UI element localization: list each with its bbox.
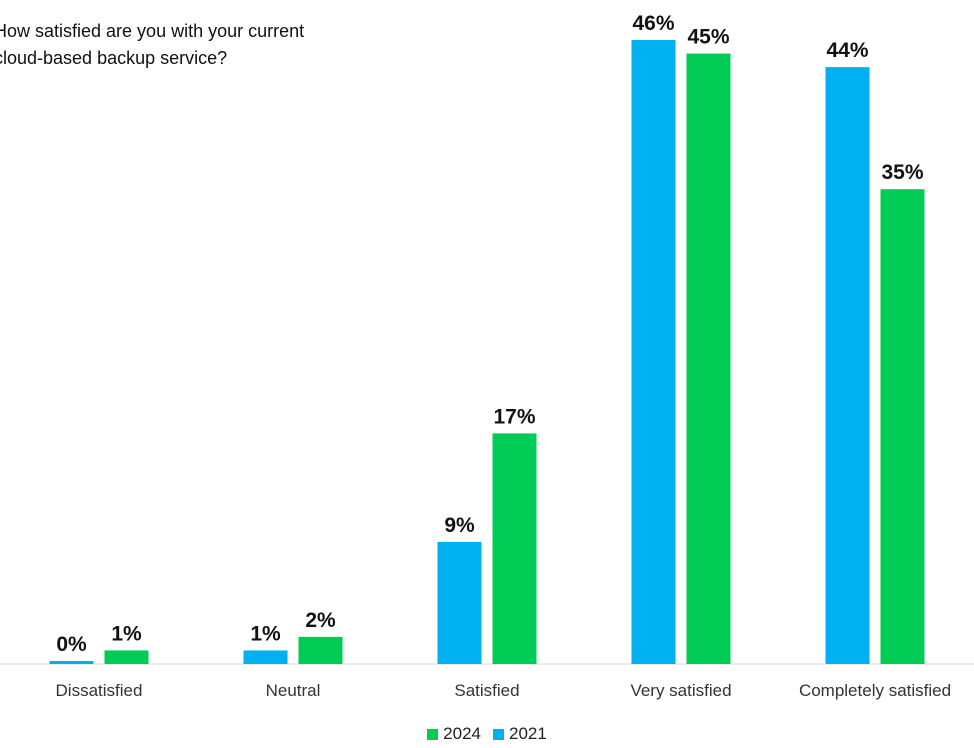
data-label-completely-satisfied-2021: 44%	[826, 39, 868, 62]
legend-item-2024: 2024	[427, 724, 481, 744]
x-tick-label-dissatisfied: Dissatisfied	[56, 681, 143, 700]
x-tick-label-satisfied: Satisfied	[454, 681, 519, 700]
bar-neutral-2021	[243, 650, 288, 664]
legend-item-2021: 2021	[493, 724, 547, 744]
bar-very-satisfied-2021	[631, 40, 676, 664]
data-label-satisfied-2024: 17%	[493, 405, 535, 428]
data-label-satisfied-2021: 9%	[444, 514, 475, 537]
data-label-neutral-2021: 1%	[250, 622, 281, 645]
legend-label-2021: 2021	[509, 724, 547, 743]
x-tick-label-very-satisfied: Very satisfied	[630, 681, 731, 700]
legend: 2024 2021	[0, 724, 974, 744]
bar-completely-satisfied-2024	[880, 189, 925, 664]
bar-satisfied-2021	[437, 541, 482, 664]
bar-dissatisfied-2021	[49, 661, 94, 664]
data-label-dissatisfied-2024: 1%	[111, 622, 142, 645]
data-label-very-satisfied-2021: 46%	[632, 12, 674, 35]
bar-chart: 0% 1% 1% 2% 9% 17% 46% 45% 44% 35% Dissatisfied Ne…	[0, 12, 974, 700]
legend-label-2024: 2024	[443, 724, 481, 743]
data-labels-layer: 0% 1% 1% 2% 9% 17% 46% 45% 44% 35%	[56, 12, 924, 656]
bar-neutral-2024	[298, 636, 343, 664]
x-tick-label-completely-satisfied: Completely satisfied	[799, 681, 951, 700]
chart-title: How satisfied are you with your current …	[0, 21, 305, 68]
bars-layer	[49, 40, 925, 665]
bar-satisfied-2024	[492, 433, 537, 664]
bar-very-satisfied-2024	[686, 53, 731, 665]
bar-completely-satisfied-2021	[825, 67, 870, 664]
x-tick-labels-layer: Dissatisfied Neutral Satisfied Very satisfi…	[56, 681, 952, 700]
bar-dissatisfied-2024	[104, 650, 149, 664]
legend-swatch-2021	[493, 728, 504, 740]
data-label-completely-satisfied-2024: 35%	[881, 161, 923, 184]
x-tick-label-neutral: Neutral	[266, 681, 321, 700]
legend-swatch-2024	[427, 728, 439, 740]
data-label-very-satisfied-2024: 45%	[687, 26, 729, 49]
data-label-neutral-2024: 2%	[305, 609, 336, 632]
data-label-dissatisfied-2021: 0%	[56, 633, 87, 656]
